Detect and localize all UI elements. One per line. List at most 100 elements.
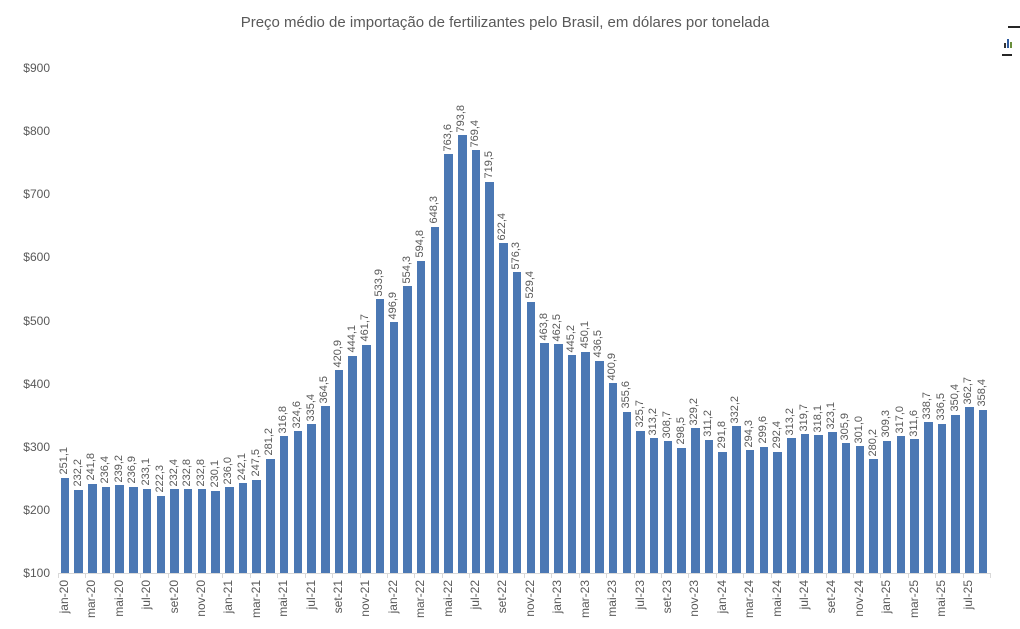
bar[interactable] — [882, 440, 892, 573]
bar-value-label: 222,3 — [153, 465, 166, 493]
bar[interactable] — [238, 483, 248, 573]
bar-value-label: 323,1 — [825, 401, 838, 430]
bar[interactable] — [608, 383, 618, 573]
bar-value-label: 529,4 — [523, 271, 536, 299]
bar[interactable] — [759, 447, 769, 573]
bar[interactable] — [691, 428, 700, 573]
bar[interactable] — [773, 451, 782, 573]
bar[interactable] — [499, 243, 508, 573]
bar[interactable] — [321, 406, 330, 573]
bar-value-label: 316,8 — [277, 405, 290, 434]
bar[interactable] — [129, 486, 138, 573]
bar[interactable] — [307, 424, 316, 573]
bar-value-label: 319,7 — [797, 403, 810, 432]
bar[interactable] — [910, 439, 919, 573]
bar-value-label: 362,7 — [962, 376, 975, 405]
bar[interactable] — [622, 411, 632, 573]
bar[interactable] — [704, 439, 714, 573]
bar[interactable] — [814, 435, 823, 573]
bar-value-label: 233,1 — [140, 458, 153, 486]
bar[interactable] — [183, 489, 193, 573]
bar[interactable] — [745, 450, 755, 573]
x-axis-label: jan-25 — [879, 580, 894, 614]
bar[interactable] — [855, 446, 865, 573]
bar[interactable] — [924, 422, 933, 573]
bar[interactable] — [416, 260, 426, 573]
bar[interactable] — [896, 436, 906, 573]
x-axis-label: jan-24 — [714, 580, 729, 614]
bar[interactable] — [375, 299, 385, 573]
mini-bar-chart-icon[interactable] — [1004, 39, 1014, 48]
bar[interactable] — [156, 495, 166, 573]
x-axis-label: mai-24 — [769, 580, 784, 617]
bar-value-label: 463,8 — [537, 312, 550, 341]
bar-value-label: 294,3 — [743, 419, 756, 448]
bar[interactable] — [293, 431, 303, 573]
x-axis-label: mar-25 — [906, 580, 921, 619]
x-axis-label: set-23 — [659, 580, 674, 614]
bar[interactable] — [869, 459, 878, 573]
bar[interactable] — [60, 477, 70, 573]
bar[interactable] — [841, 443, 851, 573]
x-axis-label: jul-23 — [632, 580, 647, 610]
bar-value-label: 358,4 — [976, 379, 989, 407]
bar[interactable] — [485, 181, 494, 573]
bar[interactable] — [389, 322, 399, 573]
bar[interactable] — [800, 434, 810, 573]
bar[interactable] — [732, 426, 741, 573]
bar[interactable] — [978, 409, 988, 573]
bar[interactable] — [279, 436, 289, 573]
bar[interactable] — [115, 485, 124, 573]
bar[interactable] — [348, 355, 357, 573]
bar[interactable] — [965, 407, 974, 573]
bar[interactable] — [595, 360, 604, 573]
bar[interactable] — [828, 432, 837, 573]
bar[interactable] — [74, 489, 83, 573]
x-axis-label: jul-21 — [303, 580, 318, 610]
bar-value-label: 420,9 — [331, 339, 344, 368]
bar[interactable] — [252, 479, 261, 573]
bar[interactable] — [444, 154, 453, 573]
bar[interactable] — [512, 272, 522, 573]
x-axis-label: jul-20 — [139, 580, 154, 610]
bar-value-label: 769,4 — [469, 119, 482, 148]
bar-value-label: 313,2 — [784, 407, 797, 436]
bar[interactable] — [718, 451, 727, 573]
bar[interactable] — [663, 441, 673, 573]
x-axis-tick — [606, 573, 608, 578]
x-axis-label: set-20 — [166, 580, 181, 614]
bar[interactable] — [197, 489, 207, 573]
bar[interactable] — [403, 286, 412, 573]
bar[interactable] — [266, 458, 275, 573]
bar[interactable] — [471, 150, 481, 573]
bar[interactable] — [677, 447, 686, 573]
bar[interactable] — [787, 438, 796, 573]
bar[interactable] — [458, 135, 467, 573]
x-axis-tick — [332, 573, 334, 578]
x-axis-tick — [743, 573, 745, 578]
bar[interactable] — [951, 414, 960, 573]
bar[interactable] — [362, 344, 371, 573]
y-axis-label: $400 — [23, 376, 50, 391]
bar[interactable] — [636, 430, 645, 573]
bar[interactable] — [88, 483, 97, 573]
bar[interactable] — [211, 490, 220, 573]
x-axis-tick — [441, 573, 443, 578]
bar[interactable] — [225, 487, 234, 573]
bar-value-label: 364,5 — [318, 375, 331, 404]
bar[interactable] — [567, 355, 577, 573]
bar[interactable] — [581, 352, 590, 573]
bar[interactable] — [334, 370, 344, 573]
bar[interactable] — [142, 488, 152, 573]
bar[interactable] — [540, 343, 549, 573]
x-axis-tick — [578, 573, 580, 578]
bar[interactable] — [554, 344, 563, 573]
bar[interactable] — [937, 423, 947, 573]
bar[interactable] — [526, 301, 536, 573]
bar[interactable] — [649, 438, 659, 573]
bar[interactable] — [101, 486, 111, 573]
bar[interactable] — [170, 489, 179, 573]
bar[interactable] — [430, 226, 440, 573]
x-axis-tick — [386, 573, 388, 578]
